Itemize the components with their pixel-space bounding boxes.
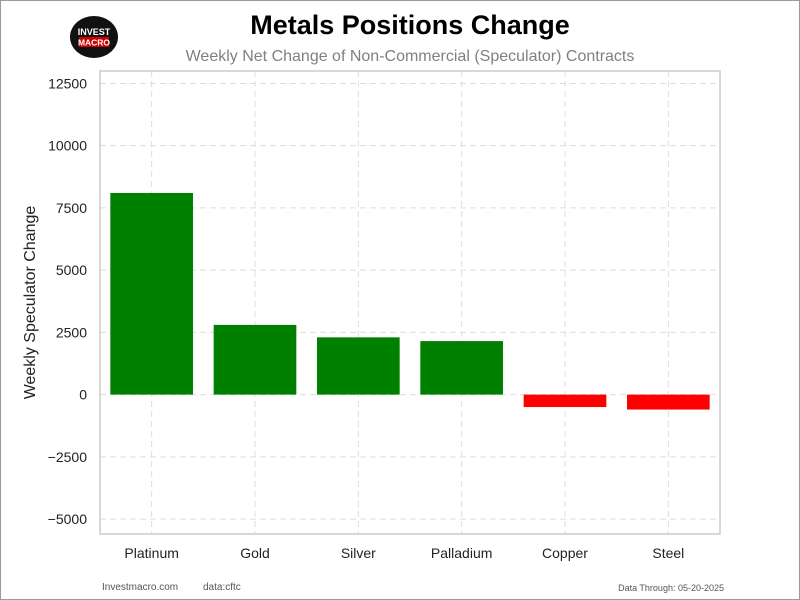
- bar-copper: [523, 394, 607, 408]
- y-tick-label: 5000: [56, 262, 87, 278]
- y-tick-label: 2500: [56, 324, 87, 340]
- logo-text-invest: INVEST: [78, 27, 111, 37]
- investmacro-logo: INVEST MACRO: [70, 16, 118, 58]
- logo-text-macro: MACRO: [78, 38, 110, 48]
- bar-platinum: [110, 192, 193, 395]
- bar-silver: [317, 337, 400, 395]
- y-tick-label: 7500: [56, 200, 87, 216]
- y-tick-label: 0: [79, 387, 87, 403]
- x-tick-label: Palladium: [431, 545, 492, 561]
- bar-gold: [213, 324, 297, 395]
- y-axis-label: Weekly Speculator Change: [22, 206, 39, 400]
- bar-palladium: [420, 341, 503, 395]
- bar-steel: [627, 394, 710, 410]
- y-tick-label: 12500: [48, 75, 87, 91]
- x-tick-label: Steel: [652, 545, 684, 561]
- chart-subtitle: Weekly Net Change of Non-Commercial (Spe…: [185, 48, 635, 65]
- plot-area-border: [99, 70, 721, 535]
- y-tick-label: −5000: [48, 511, 88, 527]
- y-tick-label: −2500: [48, 449, 88, 465]
- x-tick-label: Silver: [341, 545, 376, 561]
- x-tick-label: Platinum: [124, 545, 178, 561]
- footer-source: data:cftc: [203, 582, 241, 593]
- x-tick-label: Copper: [542, 545, 588, 561]
- chart-title: Metals Positions Change: [250, 10, 570, 40]
- footer-site: Investmacro.com: [102, 582, 179, 593]
- x-tick-label: Gold: [240, 545, 270, 561]
- y-tick-label: 10000: [48, 138, 87, 154]
- footer-data-through: Data Through: 05-20-2025: [618, 583, 724, 593]
